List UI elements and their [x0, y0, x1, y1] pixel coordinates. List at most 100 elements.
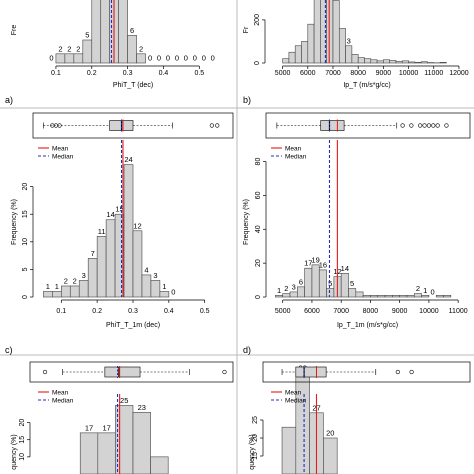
chart-panel-b: 3 5000 6000 7000 8000 9000 10000 11000 12000 Ip_T… [243, 0, 469, 105]
legend-mean-label: Mean [52, 146, 69, 153]
histogram-bar [73, 53, 84, 64]
y-axis-title: quency (%) [249, 434, 256, 469]
bar-value-label: 2 [416, 284, 420, 293]
histogram-bar [96, 235, 107, 298]
bar-value-label: 17 [102, 423, 110, 432]
panel-label-b: b) [243, 95, 251, 105]
y-tick-label: 20 [22, 183, 29, 191]
chart-body-e: 17 17 25 23 [79, 394, 169, 474]
histogram-bar [439, 62, 447, 64]
y-tick-label: 20 [252, 434, 259, 442]
y-tick-label: 20 [19, 419, 26, 427]
y-tick-label: 15 [22, 210, 29, 218]
bar-value-label: 24 [124, 155, 132, 164]
bar-value-label: 0 [211, 54, 215, 63]
histogram-bar [297, 286, 305, 298]
histogram-bar [389, 60, 397, 64]
y-tick-label: 15 [19, 436, 26, 444]
y-axis-title: Frequency (%) [11, 199, 18, 245]
boxplot-outlier [431, 123, 436, 128]
histogram-bar [414, 62, 422, 64]
bar-value-label: 16 [319, 260, 327, 269]
boxplot-outlier [409, 369, 414, 375]
bar-value-label: 14 [106, 210, 114, 219]
y-tick-label: 10 [19, 453, 26, 461]
boxplot-box [320, 120, 345, 131]
y-tick-label: 0 [254, 61, 261, 65]
bar-value-label: 0 [148, 54, 152, 63]
histogram-bar [132, 411, 151, 474]
histogram-bar [364, 58, 372, 64]
histogram-bar [348, 288, 357, 298]
boxplot-outlier [395, 369, 400, 375]
chart-body-b: 3 [282, 0, 447, 64]
bar-value-label: 2 [139, 44, 143, 53]
histogram-bar [123, 164, 134, 298]
legend-mean-label: Mean [285, 146, 302, 153]
y-axis-title: quency (%) [11, 434, 18, 469]
boxplot-outlier [409, 123, 414, 128]
panel-label-c: c) [5, 345, 13, 355]
boxplot-outlier [400, 123, 405, 128]
bar-value-label: 0 [193, 54, 197, 63]
x-tick-label: 0.5 [194, 70, 204, 77]
histogram-bar [289, 291, 298, 298]
x-tick-label: 10000 [419, 308, 439, 315]
x-tick-label: 11000 [424, 70, 443, 77]
bar-value-label: 3 [292, 282, 296, 291]
histogram-bar [435, 295, 444, 298]
boxplot-frame [32, 112, 234, 139]
histogram-bar [377, 295, 386, 298]
boxplot-frame [265, 112, 471, 139]
bar-value-label: 3 [153, 271, 157, 280]
histogram-bar [318, 269, 327, 298]
bar-value-label: 2 [64, 276, 68, 285]
histogram-bar [355, 291, 364, 298]
y-tick-label: 25 [252, 416, 259, 424]
histogram-bar [399, 295, 408, 298]
histogram-bar [383, 59, 390, 64]
histogram-bar [301, 41, 309, 64]
histogram-bar [443, 295, 452, 298]
x-tick-label: 8000 [363, 308, 379, 315]
bar-value-label: 2 [73, 276, 77, 285]
x-tick-label: 6000 [300, 70, 316, 77]
bar-value-label: 2 [67, 44, 71, 53]
bar-value-label: 1 [277, 286, 281, 295]
x-axis-title: PhiT_T_1m (dec) [106, 322, 160, 329]
histogram-bar [288, 51, 296, 64]
y-tick-label: 0 [255, 295, 262, 299]
x-tick-label: 5000 [275, 308, 291, 315]
legend-median-label: Median [285, 398, 307, 405]
histogram-bar [97, 432, 116, 474]
x-tick-label: 6000 [304, 308, 320, 315]
histogram-bar [376, 60, 384, 64]
bar-value-label: 1 [162, 282, 166, 291]
x-tick-label: 0.1 [51, 70, 61, 77]
bar-value-label: 0 [202, 54, 206, 63]
bar-value-label: 7 [91, 249, 95, 258]
y-tick-label: 0 [22, 295, 29, 299]
boxplot-outlier [444, 123, 449, 128]
histogram-bar [52, 291, 62, 298]
histogram-bar [332, 0, 340, 64]
histogram-bar [78, 280, 89, 298]
bar-value-label: 20 [326, 429, 334, 438]
histogram-bar [100, 0, 110, 64]
y-tick-label: 200 [254, 14, 261, 26]
x-tick-label: 0.4 [159, 70, 169, 77]
y-tick-label: 60 [255, 191, 262, 199]
histogram-bar [323, 437, 338, 474]
chart-body-d: 1236171916512145210 [275, 140, 452, 298]
boxplot-outlier [422, 123, 427, 128]
histogram-bar [406, 295, 415, 298]
histogram-bar [69, 285, 80, 298]
histogram-bar [282, 58, 290, 64]
histogram-bar [340, 272, 349, 298]
histogram-bar [136, 53, 146, 64]
